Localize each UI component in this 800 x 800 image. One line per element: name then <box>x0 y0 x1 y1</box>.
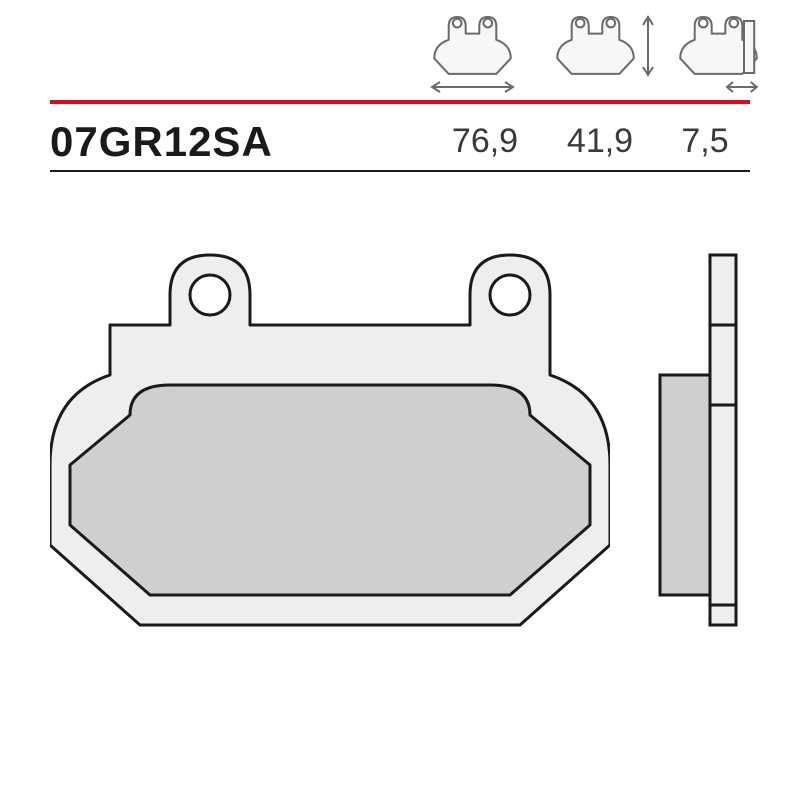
brake-pad-side-view <box>640 230 750 660</box>
black-separator-line <box>50 170 750 172</box>
dimension-width: 76,9 <box>440 122 530 161</box>
part-number: 07GR12SA <box>50 118 273 166</box>
height-icon <box>553 15 660 99</box>
width-icon <box>430 15 537 99</box>
product-spec-page: { "type": "technical-diagram", "backgrou… <box>0 0 800 800</box>
dimension-height: 41,9 <box>555 122 645 161</box>
dimension-thickness: 7,5 <box>665 122 745 161</box>
header-dimension-icons <box>430 15 783 99</box>
spec-row: 07GR12SA <box>50 118 273 166</box>
thickness-icon <box>676 15 783 99</box>
red-separator-line <box>50 100 750 104</box>
brake-pad-front-view <box>50 230 610 660</box>
